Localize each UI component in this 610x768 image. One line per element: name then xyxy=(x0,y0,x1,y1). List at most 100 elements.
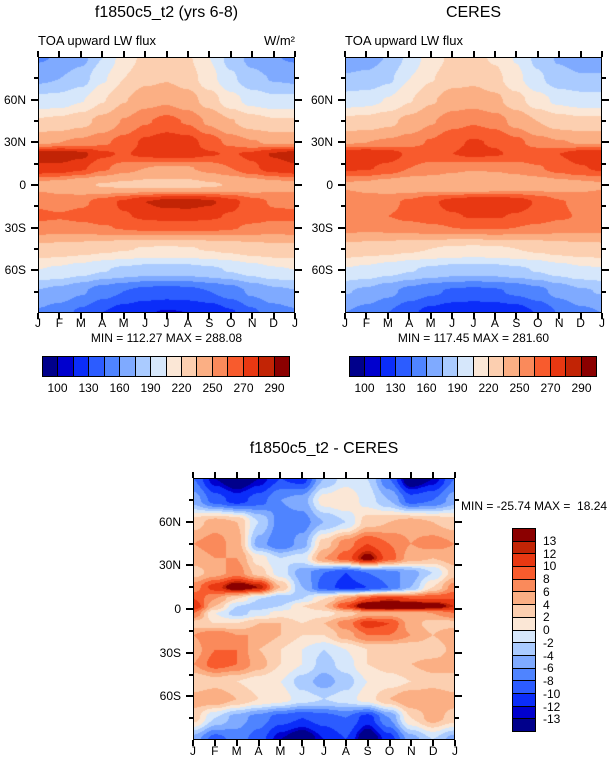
lat-tick xyxy=(455,520,462,523)
month-tick xyxy=(192,740,194,746)
panel-diff-title: f1850c5_t2 - CERES xyxy=(249,440,399,457)
lat-tick xyxy=(455,608,462,610)
colorbar-segment xyxy=(259,357,275,376)
lat-tick xyxy=(34,290,38,293)
month-label: J xyxy=(299,744,306,758)
lat-tick xyxy=(295,248,299,250)
colorbar-label: -13 xyxy=(543,712,561,727)
colorbar-segment xyxy=(513,719,535,731)
month-label: M xyxy=(275,744,286,758)
colorbar-label: 13 xyxy=(543,533,557,548)
month-tick xyxy=(251,313,254,319)
month-tick xyxy=(388,472,391,478)
month-tick xyxy=(208,313,211,319)
colorbar-label: 290 xyxy=(571,381,592,395)
month-tick xyxy=(515,313,518,319)
month-label: A xyxy=(98,316,107,330)
lat-tick xyxy=(455,629,459,632)
lat-tick xyxy=(295,162,299,165)
lat-tick xyxy=(186,520,193,523)
lat-tick xyxy=(602,120,606,122)
colorbar-segment xyxy=(458,357,474,376)
panel-model-title: f1850c5_t2 (yrs 6-8) xyxy=(94,4,239,21)
colorbar-segment xyxy=(58,357,74,376)
month-label: D xyxy=(269,316,278,330)
month-label: J xyxy=(292,316,298,330)
month-label: A xyxy=(490,316,499,330)
month-label: J xyxy=(470,316,477,330)
lat-tick xyxy=(295,77,299,80)
colorbar-label: 10 xyxy=(543,559,557,574)
lat-tick xyxy=(189,673,193,676)
colorbar-segment xyxy=(513,668,535,682)
lat-tick xyxy=(189,586,193,589)
lat-tick xyxy=(602,226,609,229)
lat-tick xyxy=(189,498,193,501)
month-label: F xyxy=(362,316,371,330)
colorbar-segment xyxy=(380,357,397,376)
panel-model-colorbar xyxy=(42,356,290,377)
colorbar-label: -2 xyxy=(543,635,554,650)
lat-tick xyxy=(602,184,609,186)
month-label: N xyxy=(554,316,564,330)
month-tick xyxy=(386,51,389,57)
month-tick xyxy=(58,51,61,57)
colorbar-label: 130 xyxy=(385,381,406,395)
month-tick xyxy=(344,313,346,319)
colorbar-segment xyxy=(550,357,567,376)
lat-tick xyxy=(295,98,302,101)
month-tick xyxy=(229,313,232,319)
month-tick xyxy=(536,313,539,319)
month-tick xyxy=(451,51,454,57)
colorbar-label: 4 xyxy=(543,597,550,612)
month-tick xyxy=(429,313,432,319)
colorbar-segment xyxy=(73,357,90,376)
lat-tick xyxy=(34,205,38,208)
lat-tick xyxy=(338,269,345,272)
month-tick xyxy=(408,51,411,57)
month-tick xyxy=(101,51,104,57)
colorbar-segment xyxy=(513,681,535,694)
lat-tick xyxy=(295,226,302,229)
colorbar-segment xyxy=(166,357,182,376)
month-tick xyxy=(410,740,413,746)
colorbar-label: 270 xyxy=(540,381,561,395)
lat-tick xyxy=(455,586,459,589)
colorbar-segment xyxy=(411,357,428,376)
month-tick xyxy=(165,51,168,57)
month-tick xyxy=(144,313,147,319)
month-label: O xyxy=(384,744,395,758)
panel-model-heatmap xyxy=(38,57,295,313)
lat-tick xyxy=(186,651,193,654)
lat-tick xyxy=(341,290,345,293)
colorbar-segment xyxy=(181,357,198,376)
colorbar-label: 6 xyxy=(543,584,550,599)
month-tick xyxy=(344,472,347,478)
month-tick xyxy=(472,313,475,319)
lat-tick xyxy=(186,564,193,567)
month-tick xyxy=(493,313,496,319)
month-tick xyxy=(272,313,275,319)
month-tick xyxy=(451,313,454,319)
colorbar-label: 190 xyxy=(447,381,468,395)
month-tick xyxy=(558,313,561,319)
month-label: M xyxy=(75,316,86,330)
lat-tick xyxy=(338,226,345,229)
month-tick xyxy=(344,740,347,746)
colorbar-segment xyxy=(43,357,59,376)
month-tick xyxy=(257,472,260,478)
colorbar-segment xyxy=(473,357,489,376)
month-tick xyxy=(235,740,238,746)
colorbar-label: 220 xyxy=(171,381,192,395)
lat-tick xyxy=(186,695,193,698)
colorbar-label: 12 xyxy=(543,546,557,561)
month-tick xyxy=(213,472,216,478)
colorbar-segment xyxy=(513,554,535,568)
month-label: J xyxy=(599,316,605,330)
colorbar-label: 160 xyxy=(109,381,130,395)
colorbar-label: 100 xyxy=(354,381,375,395)
lat-tick xyxy=(34,162,38,165)
lat-tick xyxy=(455,717,459,720)
lat-tick xyxy=(295,141,302,144)
